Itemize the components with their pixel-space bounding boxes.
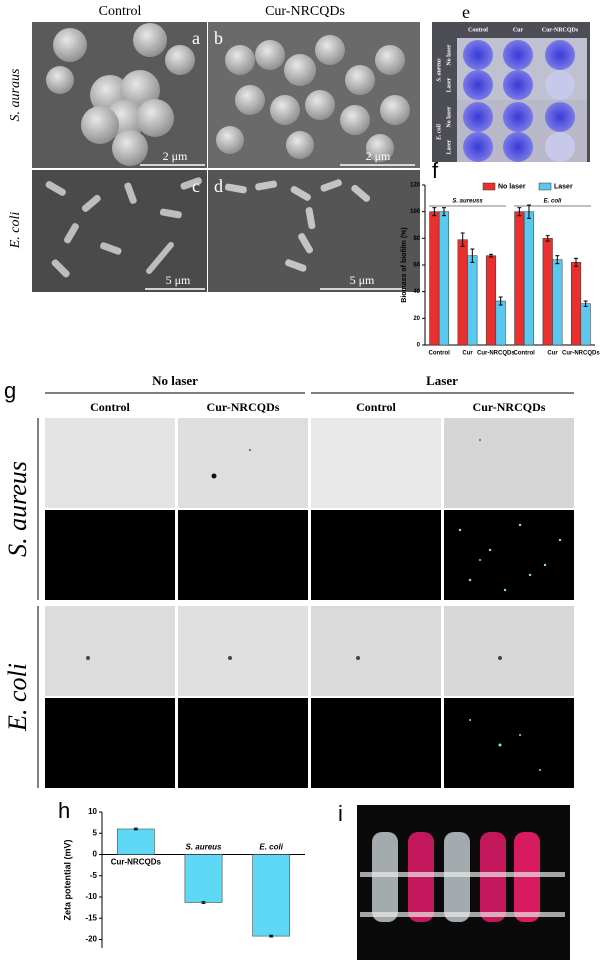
column-header: Cur-NRCQDs	[473, 400, 546, 414]
y-tick-label: 20	[413, 316, 420, 322]
y-tick-label: 40	[413, 289, 420, 295]
x-tick-label: Cur-NRCQDs	[477, 351, 515, 357]
bar	[542, 238, 553, 346]
row-label: S. aureus	[3, 461, 32, 557]
column-header: Cur-NRCQDs	[542, 27, 579, 33]
y-tick-label: -5	[90, 871, 98, 880]
y-tick-label: 0	[93, 850, 98, 859]
group-label: E. coli	[544, 199, 562, 205]
bar	[457, 239, 468, 346]
y-tick-label: -15	[85, 913, 97, 922]
scale-bar	[140, 164, 415, 290]
row-label: No laser	[446, 106, 452, 127]
panel-letter: a	[192, 28, 200, 48]
condition-header: Laser	[426, 373, 458, 388]
panel-letter: b	[214, 28, 223, 48]
y-axis-label: Zeta potential (mV)	[62, 839, 72, 920]
well-plate	[432, 22, 590, 162]
x-tick-label: Cur	[462, 351, 473, 357]
x-tick-label: E. coli	[259, 843, 283, 852]
column-header: Control	[468, 27, 488, 33]
bar	[184, 854, 223, 903]
column-header: Control	[99, 4, 142, 19]
legend-swatch	[482, 182, 496, 191]
bar	[116, 828, 155, 855]
column-header: Cur	[513, 27, 524, 33]
micrograph	[45, 418, 574, 788]
y-tick-label: 10	[88, 807, 97, 816]
bar	[429, 211, 440, 346]
sem-image	[32, 170, 207, 292]
photo	[357, 805, 570, 960]
row-label: E. coli	[8, 212, 23, 250]
panel-letter: h	[58, 798, 70, 823]
panel-letter: c	[192, 176, 200, 196]
column-header: Cur-NRCQDs	[207, 400, 280, 414]
row-label: No laser	[446, 44, 452, 65]
bar	[580, 303, 591, 346]
bar	[570, 262, 582, 346]
bar	[514, 211, 525, 346]
panel-letter: d	[214, 176, 223, 196]
legend-label: Laser	[554, 183, 573, 190]
bar	[552, 259, 563, 346]
x-tick-label: S. aureus	[185, 843, 222, 852]
row-label: S. auraus	[8, 68, 23, 121]
legend-label: No laser	[498, 183, 526, 190]
row-label: Laser	[446, 77, 452, 92]
bar	[252, 854, 291, 937]
scale-label: 5 μm	[166, 273, 191, 287]
bar	[485, 255, 497, 346]
y-axis-label: Biomass of biofilm (%)	[401, 227, 408, 302]
panel-letter: f	[432, 158, 439, 183]
sem-image	[208, 22, 420, 168]
x-tick-label: Cur	[547, 351, 558, 357]
row-label: E. coli	[3, 663, 32, 732]
group-label: S. aureuss	[452, 199, 483, 205]
legend-swatch	[538, 182, 552, 191]
y-tick-label: -10	[85, 892, 97, 901]
group-label: E. coli	[436, 124, 442, 141]
sem-image	[208, 170, 420, 292]
bar	[467, 255, 478, 346]
y-tick-label: 100	[410, 209, 421, 215]
bar	[523, 211, 535, 346]
group-label: S. aureus	[436, 58, 442, 82]
scale-label: 2 μm	[366, 149, 391, 163]
y-tick-label: 120	[410, 183, 421, 189]
x-tick-label: Cur-NRCQDs	[111, 858, 162, 867]
divider	[37, 392, 574, 788]
bar	[438, 211, 450, 346]
panel-letter: g	[4, 378, 16, 403]
sem-image	[32, 22, 207, 168]
panel-letter: i	[338, 801, 343, 826]
scale-label: 2 μm	[163, 149, 188, 163]
y-tick-label: 60	[413, 263, 420, 269]
scale-label: 5 μm	[350, 273, 375, 287]
x-tick-label: Cur-NRCQDs	[562, 351, 600, 357]
condition-header: No laser	[152, 373, 198, 388]
column-header: Cur-NRCQDs	[265, 4, 345, 19]
bar	[495, 300, 506, 346]
row-label: Laser	[446, 139, 452, 154]
y-tick-label: 5	[93, 828, 98, 837]
x-tick-label: Control	[514, 351, 536, 357]
y-tick-label: 80	[413, 236, 420, 242]
y-tick-label: -20	[85, 935, 97, 944]
panel-letter: e	[462, 2, 470, 22]
x-tick-label: Control	[429, 351, 451, 357]
column-header: Control	[90, 400, 130, 414]
column-header: Control	[356, 400, 396, 414]
y-tick-label: 0	[417, 343, 421, 349]
